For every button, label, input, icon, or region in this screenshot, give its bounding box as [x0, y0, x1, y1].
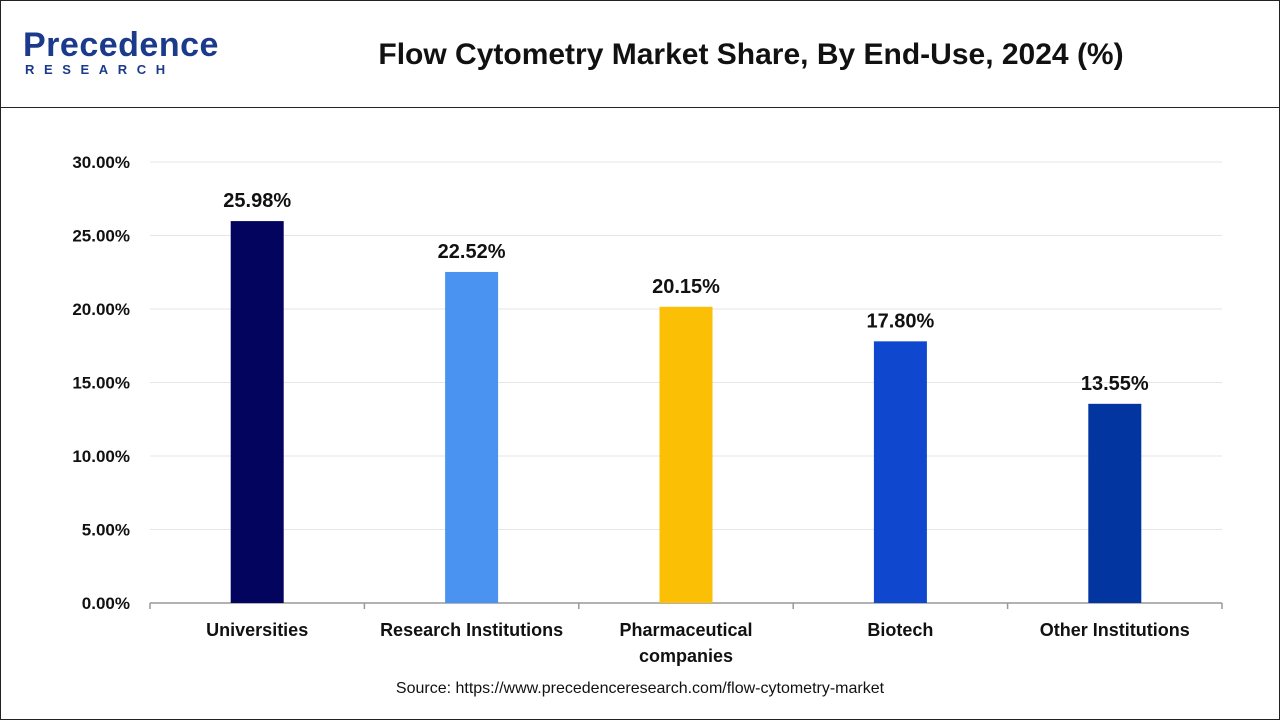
- bar: [873, 341, 927, 603]
- category-label: Universities: [206, 620, 308, 640]
- y-tick-label: 20.00%: [72, 300, 130, 319]
- y-axis-tick-labels: 0.00% 5.00% 10.00% 15.00% 20.00% 25.00% 30.00%: [72, 153, 130, 613]
- data-labels: 25.98% 22.52% 20.15% 17.80% 13.55%: [223, 190, 1149, 395]
- category-label: Pharmaceutical: [619, 620, 752, 640]
- category-label: Biotech: [867, 620, 933, 640]
- bar: [230, 221, 284, 603]
- category-label: companies: [639, 646, 733, 666]
- data-label: 22.52%: [438, 241, 506, 263]
- category-label: Research Institutions: [380, 620, 563, 640]
- data-label: 20.15%: [652, 276, 720, 298]
- source-note: Source: https://www.precedenceresearch.c…: [395, 680, 885, 697]
- y-tick-label: 10.00%: [72, 447, 130, 466]
- y-tick-label: 30.00%: [72, 153, 130, 172]
- bar-chart: 0.00% 5.00% 10.00% 15.00% 20.00% 25.00% 30.00%…: [72, 153, 1223, 666]
- y-tick-label: 15.00%: [72, 374, 130, 393]
- brand-logo: Precedence RESEARCH: [23, 27, 218, 83]
- header: Precedence RESEARCH Flow Cytometry Marke…: [1, 1, 1279, 108]
- y-tick-label: 25.00%: [72, 227, 130, 246]
- category-labels: Universities Research Institutions Pharmac…: [206, 620, 1190, 666]
- bars: [230, 221, 1142, 603]
- y-tick-label: 5.00%: [82, 521, 130, 540]
- data-label: 13.55%: [1081, 373, 1149, 395]
- x-axis: [149, 602, 1223, 609]
- brand-logo-subtitle: RESEARCH: [25, 62, 175, 77]
- category-label: Other Institutions: [1040, 620, 1190, 640]
- bar: [1088, 403, 1142, 603]
- data-label: 25.98%: [223, 190, 291, 212]
- brand-logo-name: Precedence: [23, 26, 219, 64]
- bar: [445, 271, 499, 603]
- bar: [659, 306, 713, 603]
- chart-title: Flow Cytometry Market Share, By End-Use,…: [378, 38, 1124, 71]
- data-label: 17.80%: [866, 310, 934, 332]
- y-tick-label: 0.00%: [82, 594, 130, 613]
